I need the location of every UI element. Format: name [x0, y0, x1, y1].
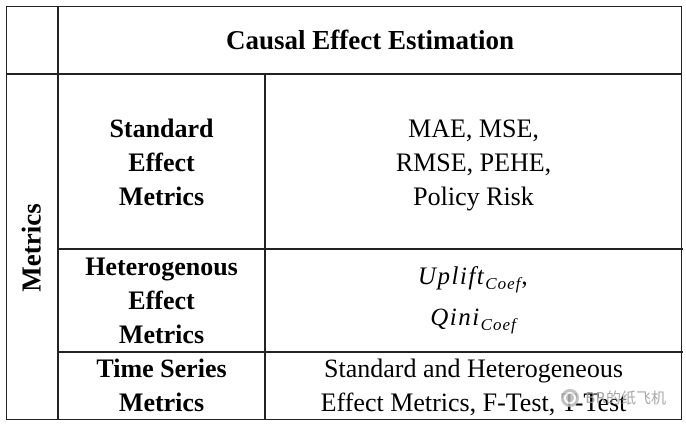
table-header: Causal Effect Estimation	[226, 24, 514, 55]
category-line: Effect	[128, 147, 195, 177]
math-base: Qini	[430, 303, 481, 331]
metrics-cell-time-series: Standard and Heterogeneous Effect Metric…	[266, 353, 681, 419]
category-line: Metrics	[118, 181, 205, 211]
category-line: Effect	[128, 285, 195, 315]
category-line: Metrics	[118, 319, 205, 349]
wechat-logo-icon	[561, 388, 580, 407]
table-header-cell: Causal Effect Estimation	[59, 7, 681, 73]
watermark-text: BR的纸飞机	[585, 389, 666, 407]
math-base: Uplift	[417, 262, 486, 290]
metric-math-uplift: UpliftCoef,	[418, 260, 529, 301]
category-line: Metrics	[118, 388, 205, 417]
divider-header	[7, 73, 681, 75]
metric-line: Policy Risk	[413, 181, 534, 211]
math-subscript: Coef	[485, 273, 522, 293]
category-cell-heterogenous: Heterogenous Effect Metrics	[59, 250, 264, 351]
divider-row-1	[57, 248, 683, 250]
category-line: Standard	[109, 113, 214, 143]
category-line: Heterogenous	[85, 251, 238, 281]
math-suffix: ,	[521, 262, 530, 290]
math-subscript: Coef	[480, 314, 517, 334]
group-label: Metrics	[16, 202, 47, 292]
divider-vertical-metrics	[264, 75, 266, 419]
metric-math-qini: QiniCoef	[430, 301, 517, 342]
divider-row-2	[57, 351, 683, 353]
metric-line: MAE, MSE,	[408, 113, 539, 143]
metric-line: RMSE, PEHE,	[395, 147, 552, 177]
category-cell-standard: Standard Effect Metrics	[59, 75, 264, 248]
metrics-cell-heterogenous: UpliftCoef, QiniCoef	[266, 250, 681, 351]
metrics-table: Causal Effect Estimation Metrics Standar…	[6, 6, 683, 420]
metrics-cell-standard: MAE, MSE, RMSE, PEHE, Policy Risk	[266, 75, 681, 248]
category-line: Time Series	[96, 354, 227, 383]
watermark: BR的纸飞机	[561, 387, 666, 408]
group-label-cell: Metrics	[7, 75, 57, 419]
divider-vertical-group	[57, 7, 59, 419]
metric-line: Standard and Heterogeneous	[324, 354, 623, 383]
category-cell-time-series: Time Series Metrics	[59, 353, 264, 419]
